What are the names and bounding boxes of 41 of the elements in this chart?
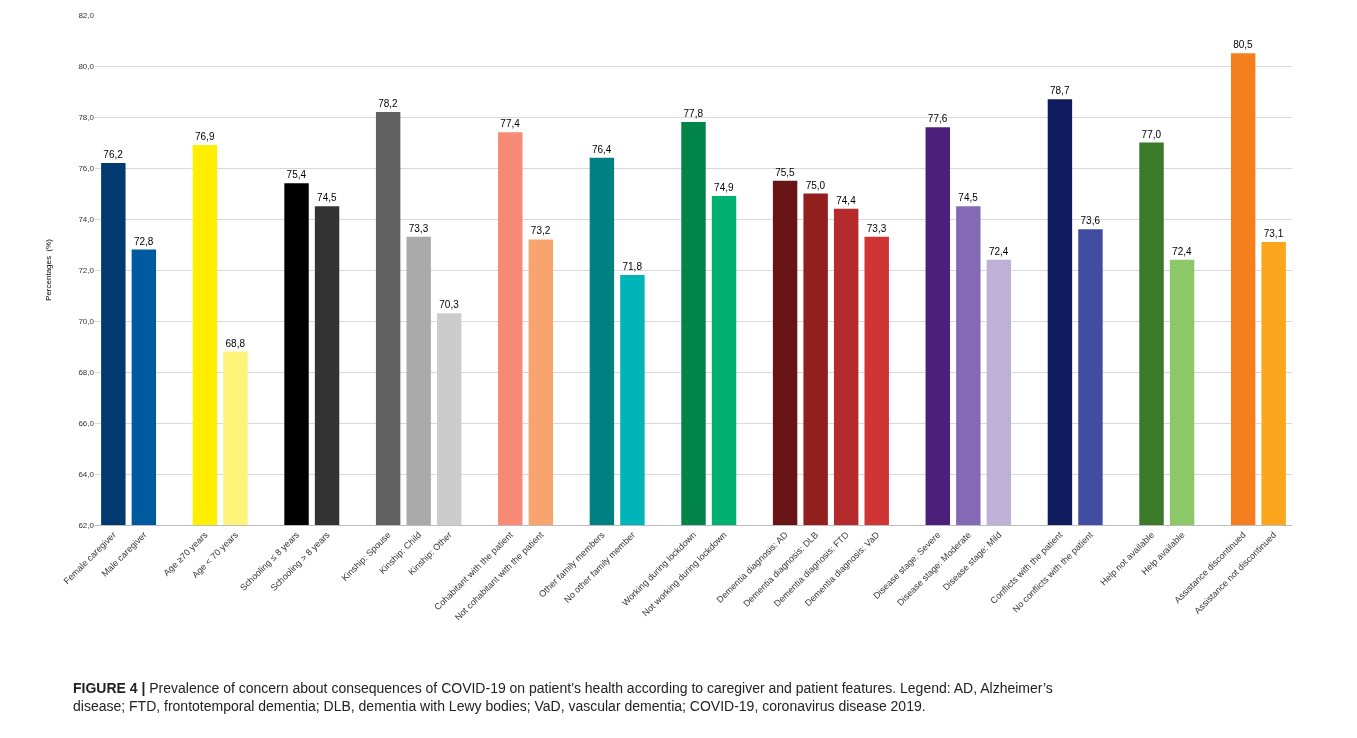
- caption: FIGURE 4 | Prevalence of concern about consequences of COVID-19 on patient’s health according to caregiver and patient features. Legend: AD, Alzheimer’s disease; FTD, frontotemporal dementia; DLB, dementia with Lewy bodies; VaD, vascular dementia; COVID-19, coronavirus disease 2019.: [73, 680, 1053, 715]
- data-label: 70,3: [439, 299, 460, 311]
- data-label: 74,9: [714, 182, 734, 194]
- data-label: 73,2: [530, 225, 551, 237]
- y-tick-label: 68,0: [78, 367, 95, 377]
- data-label: 73,3: [408, 222, 429, 234]
- data-label: 75,0: [805, 179, 826, 191]
- data-label: 75,5: [775, 166, 796, 178]
- data-label: 78,7: [1049, 85, 1070, 97]
- data-label: 74,5: [317, 192, 338, 204]
- y-tick-label: 70,0: [78, 316, 95, 326]
- data-label: 72,8: [133, 235, 154, 247]
- data-label: 77,0: [1141, 128, 1162, 140]
- data-label: 74,4: [836, 194, 857, 206]
- y-axis-title: Percentages (%): [44, 238, 54, 301]
- y-tick-label: 74,0: [78, 214, 95, 224]
- y-tick-label: 64,0: [78, 469, 95, 479]
- y-tick-label: 66,0: [78, 418, 95, 428]
- data-label: 80,5: [1233, 39, 1254, 51]
- y-tick-label: 62,0: [78, 520, 95, 530]
- y-tick-label: 72,0: [78, 265, 95, 275]
- data-label: 75,4: [286, 169, 307, 181]
- data-label: 73,1: [1263, 227, 1284, 239]
- data-label: 76,4: [591, 143, 612, 155]
- data-label: 72,4: [988, 245, 1009, 257]
- y-tick-label: 78,0: [78, 112, 95, 122]
- data-label: 77,4: [500, 118, 521, 130]
- data-label: 71,8: [622, 261, 643, 273]
- data-label: 76,2: [103, 148, 124, 160]
- y-tick-label: 76,0: [78, 163, 95, 173]
- data-label: 77,6: [927, 113, 948, 125]
- y-tick-label: 82,0: [78, 10, 95, 20]
- data-label: 77,8: [683, 108, 704, 120]
- data-label: 76,9: [194, 131, 215, 143]
- data-label: 73,6: [1080, 215, 1101, 227]
- y-tick-label: 80,0: [78, 61, 95, 71]
- data-label: 73,3: [866, 222, 887, 234]
- data-label: 74,5: [958, 192, 979, 204]
- data-label: 78,2: [378, 97, 399, 109]
- data-label: 72,4: [1172, 245, 1193, 257]
- data-label: 68,8: [225, 337, 246, 349]
